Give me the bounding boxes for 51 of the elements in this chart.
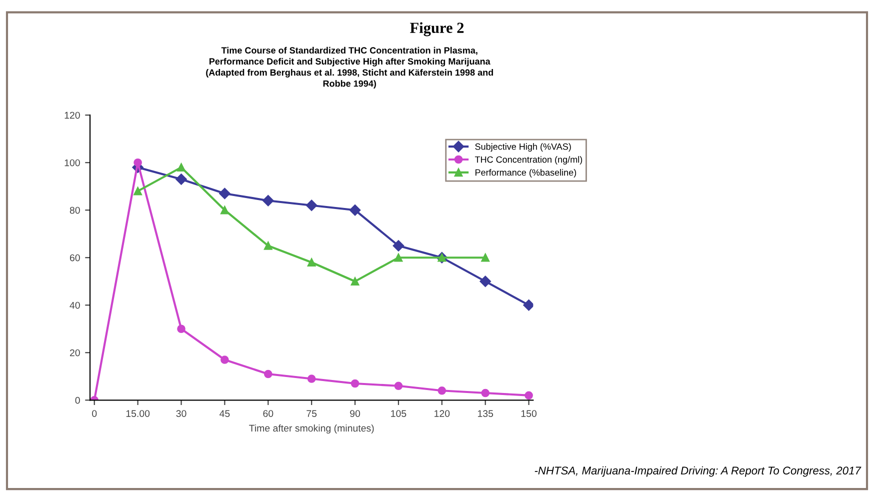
- point: [220, 206, 229, 214]
- point: [392, 240, 404, 252]
- legend-label: Performance (%baseline): [476, 169, 576, 178]
- y-tick-label: 100: [64, 159, 80, 166]
- point: [481, 253, 490, 262]
- x-tick-label: 120: [434, 410, 450, 418]
- x-tick-label: 15.00: [126, 410, 150, 418]
- y-tick-label: 0: [75, 396, 80, 404]
- point: [262, 195, 274, 206]
- point: [480, 276, 491, 287]
- x-tick-label: 90: [350, 410, 360, 418]
- chart-title: Figure 2: [410, 22, 464, 36]
- point: [307, 374, 316, 383]
- x-tick-label: 30: [176, 410, 186, 418]
- point: [306, 200, 318, 211]
- point: [307, 258, 316, 267]
- x-axis-title: Time after smoking (minutes): [249, 424, 374, 434]
- point: [264, 242, 272, 250]
- y-tick-label: 60: [70, 254, 80, 262]
- point: [481, 388, 490, 398]
- point: [438, 386, 446, 395]
- x-tick-label: 105: [391, 410, 406, 418]
- x-tick-label: 45: [220, 410, 230, 418]
- point: [177, 163, 186, 172]
- point: [219, 188, 230, 200]
- chart-subtitle: Time Course of Standardized THC Concentration in Plasma, Performance Deficit and Subjective High after Smoking Marijuana (Adapted from Berghaus et al. 1998, Sticht and Käferstein 1998 and Robbe 1994): [206, 46, 493, 89]
- y-tick-label: 40: [70, 302, 80, 309]
- point: [220, 356, 229, 364]
- point: [176, 174, 187, 185]
- x-tick-label: 135: [478, 410, 494, 418]
- x-tick-label: 0: [92, 410, 97, 418]
- point: [134, 158, 142, 167]
- point: [349, 204, 361, 216]
- point: [394, 253, 403, 262]
- x-tick-label: 60: [263, 410, 274, 418]
- point: [264, 370, 272, 378]
- point: [350, 379, 360, 388]
- point: [523, 300, 534, 311]
- point: [177, 324, 186, 334]
- y-tick-label: 20: [70, 349, 80, 356]
- x-tick-label: 150: [521, 410, 537, 418]
- point: [394, 382, 403, 390]
- x-tick-label: 75: [306, 410, 317, 418]
- legend-label: THC Concentration (ng/ml): [474, 156, 582, 165]
- text: -NHTSA, Marijuana-Impaired Driving: A Report To Congress, 2017: [534, 466, 862, 477]
- y-tick-label: 120: [64, 112, 80, 119]
- point: [134, 186, 142, 196]
- point: [524, 391, 533, 400]
- point: [350, 277, 360, 286]
- legend-label: Subjective High (%VAS): [475, 143, 571, 152]
- y-tick-label: 80: [70, 206, 80, 214]
